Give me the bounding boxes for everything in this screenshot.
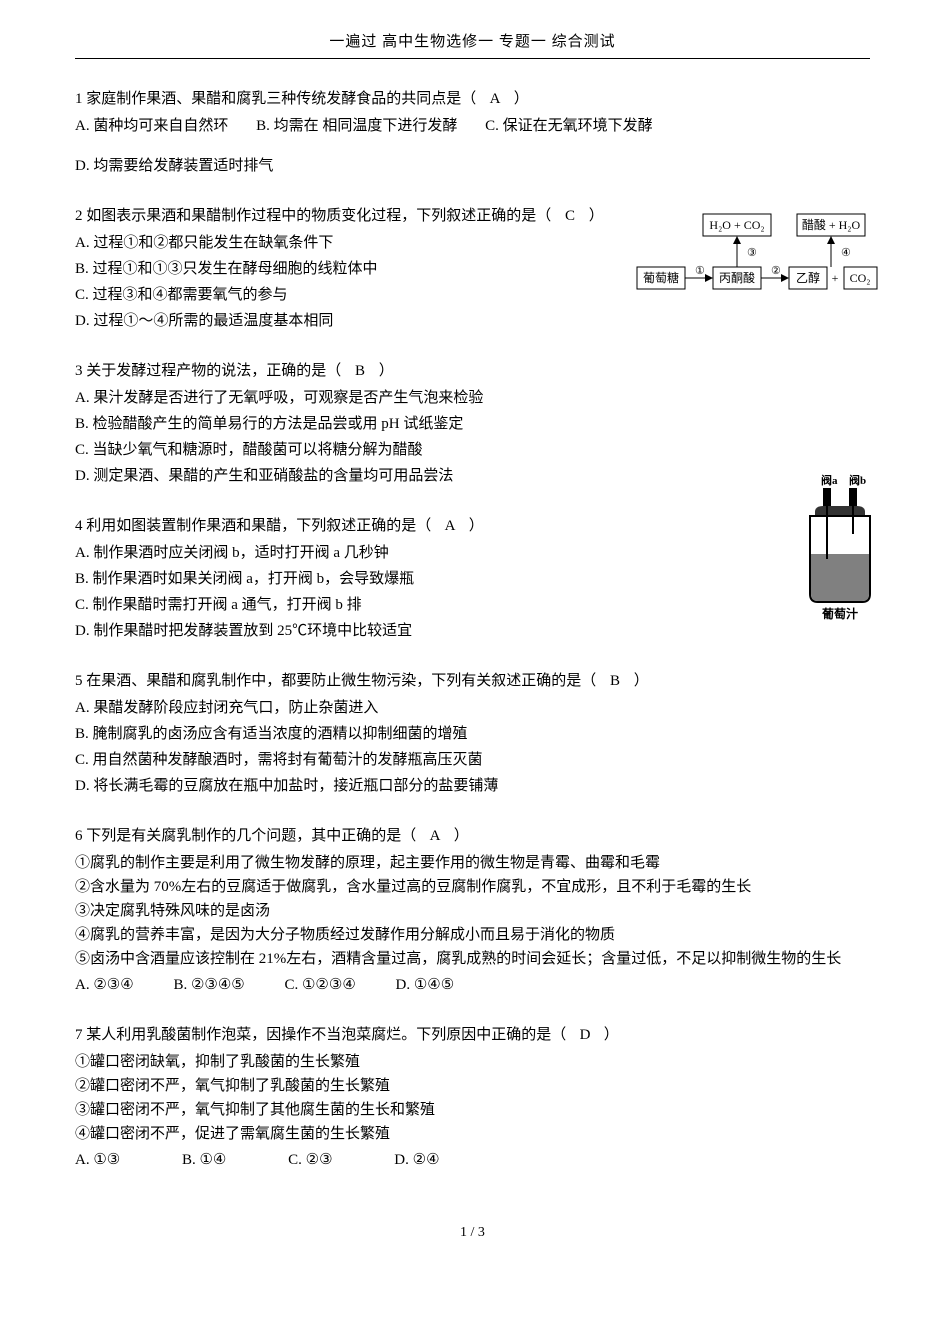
q2-pyruvate: 丙酮酸 (719, 270, 755, 285)
q4-stem-text: 4 利用如图装置制作果酒和果醋，下列叙述正确的是（ (75, 518, 431, 534)
q7-stem-end: ） (604, 1027, 619, 1043)
q1-stem-text: 1 家庭制作果酒、果醋和腐乳三种传统发酵食品的共同点是（ (75, 91, 476, 107)
q1-opt-c: C. 保证在无氧环境下发酵 (485, 114, 653, 138)
q1-opt-d: D. 均需要给发酵装置适时排气 (75, 158, 273, 174)
question-5: 5 在果酒、果醋和腐乳制作中，都要防止微生物污染，下列有关叙述正确的是（ B ）… (75, 669, 870, 798)
q5-opt-a: A. 果醋发酵阶段应封闭充气口，防止杂菌进入 (75, 696, 870, 720)
q6-opt-c: C. ①②③④ (284, 973, 355, 997)
q5-options: A. 果醋发酵阶段应封闭充气口，防止杂菌进入 B. 腌制腐乳的卤汤应含有适当浓度… (75, 696, 870, 798)
q1-opt-a: A. 菌种均可来自自然环 (75, 114, 228, 138)
q7-options: A. ①③ B. ①④ C. ②③ D. ②④ (75, 1148, 870, 1172)
q2-co2: CO₂ (850, 271, 871, 285)
q2-box-acid: 醋酸 + H₂O (802, 217, 861, 232)
q2-box-h2o: H₂O + CO₂ (709, 218, 764, 232)
q2-answer: C (555, 204, 585, 228)
q4-stem-end: ） (469, 518, 484, 534)
q2-arrow2: ② (771, 265, 781, 277)
q2-stem-end: ） (589, 208, 604, 224)
q5-answer: B (600, 669, 630, 693)
q2-glucose: 葡萄糖 (643, 270, 679, 285)
q5-opt-b: B. 腌制腐乳的卤汤应含有适当浓度的酒精以抑制细菌的增殖 (75, 722, 870, 746)
q6-line5: ⑤卤汤中含酒量应该控制在 21%左右，酒精含量过高，腐乳成熟的时间会延长；含量过… (75, 947, 870, 971)
q5-stem-end: ） (634, 673, 649, 689)
q4-opt-d: D. 制作果醋时把发酵装置放到 25℃环境中比较适宜 (75, 619, 870, 643)
q2-arrow1: ① (695, 265, 705, 277)
q2-plus: + (832, 271, 839, 285)
q3-stem-text: 3 关于发酵过程产物的说法，正确的是（ (75, 363, 341, 379)
q7-opt-c: C. ②③ (288, 1148, 332, 1172)
q6-stem-text: 6 下列是有关腐乳制作的几个问题，其中正确的是（ (75, 828, 416, 844)
q6-opt-d: D. ①④⑤ (396, 973, 455, 997)
q1-answer: A (480, 87, 510, 111)
q3-stem: 3 关于发酵过程产物的说法，正确的是（ B ） (75, 359, 870, 383)
q7-line1: ①罐口密闭缺氧，抑制了乳酸菌的生长繁殖 (75, 1050, 870, 1074)
q1-stem-end: ） (514, 91, 529, 107)
q3-opt-c: C. 当缺少氧气和糖源时，醋酸菌可以将糖分解为醋酸 (75, 438, 870, 462)
q4-valve-a: 阀a (821, 474, 838, 487)
q3-options: A. 果汁发酵是否进行了无氧呼吸，可观察是否产生气泡来检验 B. 检验醋酸产生的… (75, 386, 870, 488)
question-7: 7 某人利用乳酸菌制作泡菜，因操作不当泡菜腐烂。下列原因中正确的是（ D ） ①… (75, 1023, 870, 1172)
q2-ethanol: 乙醇 (796, 270, 820, 285)
q2-diagram: H₂O + CO₂ 醋酸 + H₂O ③ ④ 葡萄糖 ① 丙酮酸 ② 乙醇 + … (635, 212, 880, 315)
q4-stem: 4 利用如图装置制作果酒和果醋，下列叙述正确的是（ A ） (75, 514, 870, 538)
q2-stem-text: 2 如图表示果酒和果醋制作过程中的物质变化过程，下列叙述正确的是（ (75, 208, 551, 224)
q6-opt-b: B. ②③④⑤ (173, 973, 244, 997)
q6-line3: ③决定腐乳特殊风味的是卤汤 (75, 899, 870, 923)
q3-opt-b: B. 检验醋酸产生的简单易行的方法是品尝或用 pH 试纸鉴定 (75, 412, 870, 436)
q3-answer: B (345, 359, 375, 383)
q6-stem-end: ） (454, 828, 469, 844)
q6-stem: 6 下列是有关腐乳制作的几个问题，其中正确的是（ A ） (75, 824, 870, 848)
q6-line1: ①腐乳的制作主要是利用了微生物发酵的原理，起主要作用的微生物是青霉、曲霉和毛霉 (75, 851, 870, 875)
q6-answer: A (420, 824, 450, 848)
q4-diagram: 阀a 阀b 葡萄汁 (795, 474, 885, 632)
q4-opt-a: A. 制作果酒时应关闭阀 b，适时打开阀 a 几秒钟 (75, 541, 870, 565)
page-footer: 1 / 3 (75, 1222, 870, 1244)
q4-label: 葡萄汁 (821, 606, 858, 621)
q1-stem: 1 家庭制作果酒、果醋和腐乳三种传统发酵食品的共同点是（ A ） (75, 87, 870, 111)
question-6: 6 下列是有关腐乳制作的几个问题，其中正确的是（ A ） ①腐乳的制作主要是利用… (75, 824, 870, 997)
q3-stem-end: ） (379, 363, 394, 379)
q1-opt-b: B. 均需在 相同温度下进行发酵 (256, 114, 457, 138)
q4-options: A. 制作果酒时应关闭阀 b，适时打开阀 a 几秒钟 B. 制作果酒时如果关闭阀… (75, 541, 870, 643)
q4-opt-b: B. 制作果酒时如果关闭阀 a，打开阀 b，会导致爆瓶 (75, 567, 870, 591)
q5-stem-text: 5 在果酒、果醋和腐乳制作中，都要防止微生物污染，下列有关叙述正确的是（ (75, 673, 596, 689)
q7-line4: ④罐口密闭不严，促进了需氧腐生菌的生长繁殖 (75, 1122, 870, 1146)
q7-stem-text: 7 某人利用乳酸菌制作泡菜，因操作不当泡菜腐烂。下列原因中正确的是（ (75, 1027, 566, 1043)
q6-options: A. ②③④ B. ②③④⑤ C. ①②③④ D. ①④⑤ (75, 973, 870, 997)
q4-answer: A (435, 514, 465, 538)
q5-opt-d: D. 将长满毛霉的豆腐放在瓶中加盐时，接近瓶口部分的盐要铺薄 (75, 774, 870, 798)
q7-opt-b: B. ①④ (182, 1148, 226, 1172)
q4-valve-b: 阀b (849, 474, 866, 487)
q4-opt-c: C. 制作果醋时需打开阀 a 通气，打开阀 b 排 (75, 593, 870, 617)
q1-options: A. 菌种均可来自自然环 B. 均需在 相同温度下进行发酵 C. 保证在无氧环境… (75, 114, 870, 178)
q3-opt-a: A. 果汁发酵是否进行了无氧呼吸，可观察是否产生气泡来检验 (75, 386, 870, 410)
q7-answer: D (570, 1023, 600, 1047)
q5-opt-c: C. 用自然菌种发酵酿酒时，需将封有葡萄汁的发酵瓶高压灭菌 (75, 748, 870, 772)
q6-line4: ④腐乳的营养丰富，是因为大分子物质经过发酵作用分解成小而且易于消化的物质 (75, 923, 870, 947)
question-1: 1 家庭制作果酒、果醋和腐乳三种传统发酵食品的共同点是（ A ） A. 菌种均可… (75, 87, 870, 178)
q3-opt-d: D. 测定果酒、果醋的产生和亚硝酸盐的含量均可用品尝法 (75, 464, 870, 488)
q6-line2: ②含水量为 70%左右的豆腐适于做腐乳，含水量过高的豆腐制作腐乳，不宜成形，且不… (75, 875, 870, 899)
question-2: 2 如图表示果酒和果醋制作过程中的物质变化过程，下列叙述正确的是（ C ） A.… (75, 204, 870, 333)
q7-stem: 7 某人利用乳酸菌制作泡菜，因操作不当泡菜腐烂。下列原因中正确的是（ D ） (75, 1023, 870, 1047)
q6-opt-a: A. ②③④ (75, 973, 134, 997)
q7-opt-d: D. ②④ (394, 1148, 439, 1172)
question-3: 3 关于发酵过程产物的说法，正确的是（ B ） A. 果汁发酵是否进行了无氧呼吸… (75, 359, 870, 488)
q7-line2: ②罐口密闭不严，氧气抑制了乳酸菌的生长繁殖 (75, 1074, 870, 1098)
q2-arrow3: ③ (747, 247, 757, 259)
q7-opt-a: A. ①③ (75, 1148, 120, 1172)
page-header: 一遍过 高中生物选修一 专题一 综合测试 (75, 30, 870, 59)
q7-line3: ③罐口密闭不严，氧气抑制了其他腐生菌的生长和繁殖 (75, 1098, 870, 1122)
q2-arrow4: ④ (841, 247, 851, 259)
question-4: 4 利用如图装置制作果酒和果醋，下列叙述正确的是（ A ） A. 制作果酒时应关… (75, 514, 870, 643)
q5-stem: 5 在果酒、果醋和腐乳制作中，都要防止微生物污染，下列有关叙述正确的是（ B ） (75, 669, 870, 693)
